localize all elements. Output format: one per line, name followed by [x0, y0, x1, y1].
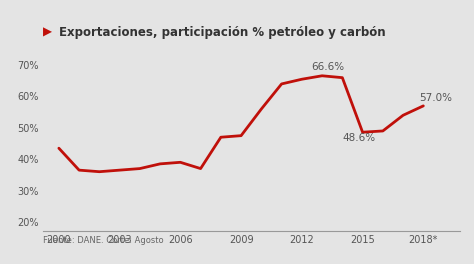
Text: Fuente: DANE. Corte: Agosto: Fuente: DANE. Corte: Agosto	[43, 236, 163, 245]
Text: 57.0%: 57.0%	[419, 93, 452, 103]
Text: ▶: ▶	[43, 26, 52, 39]
Text: 48.6%: 48.6%	[342, 133, 375, 143]
Text: Exportaciones, participación % petróleo y carbón: Exportaciones, participación % petróleo …	[58, 26, 385, 39]
Text: 66.6%: 66.6%	[311, 62, 345, 72]
